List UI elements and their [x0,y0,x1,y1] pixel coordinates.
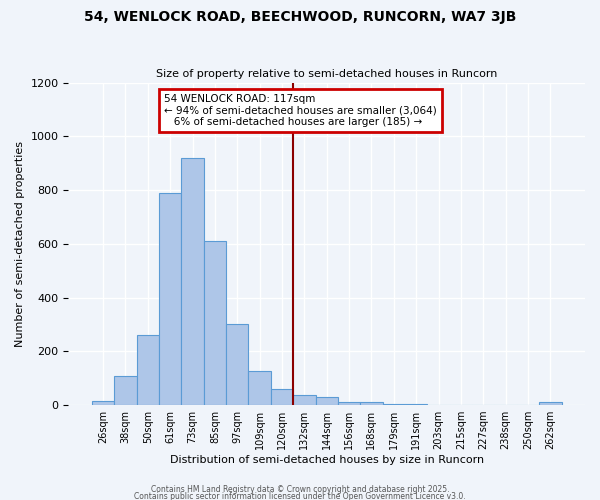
Bar [114,376,137,405]
Bar [293,395,316,405]
Bar [338,402,360,405]
Text: 54, WENLOCK ROAD, BEECHWOOD, RUNCORN, WA7 3JB: 54, WENLOCK ROAD, BEECHWOOD, RUNCORN, WA… [84,10,516,24]
Bar [181,158,204,405]
Bar [316,397,338,405]
Bar [271,389,293,405]
Bar [204,241,226,405]
Text: 54 WENLOCK ROAD: 117sqm
← 94% of semi-detached houses are smaller (3,064)
   6% : 54 WENLOCK ROAD: 117sqm ← 94% of semi-de… [164,94,437,127]
Text: Contains public sector information licensed under the Open Government Licence v3: Contains public sector information licen… [134,492,466,500]
X-axis label: Distribution of semi-detached houses by size in Runcorn: Distribution of semi-detached houses by … [170,455,484,465]
Bar [405,404,427,405]
Bar [92,401,114,405]
Bar [383,404,405,405]
Bar [226,324,248,405]
Bar [360,402,383,405]
Y-axis label: Number of semi-detached properties: Number of semi-detached properties [15,141,25,347]
Bar [248,372,271,405]
Bar [137,335,159,405]
Bar [539,402,562,405]
Text: Contains HM Land Registry data © Crown copyright and database right 2025.: Contains HM Land Registry data © Crown c… [151,486,449,494]
Title: Size of property relative to semi-detached houses in Runcorn: Size of property relative to semi-detach… [156,69,497,79]
Bar [159,193,181,405]
